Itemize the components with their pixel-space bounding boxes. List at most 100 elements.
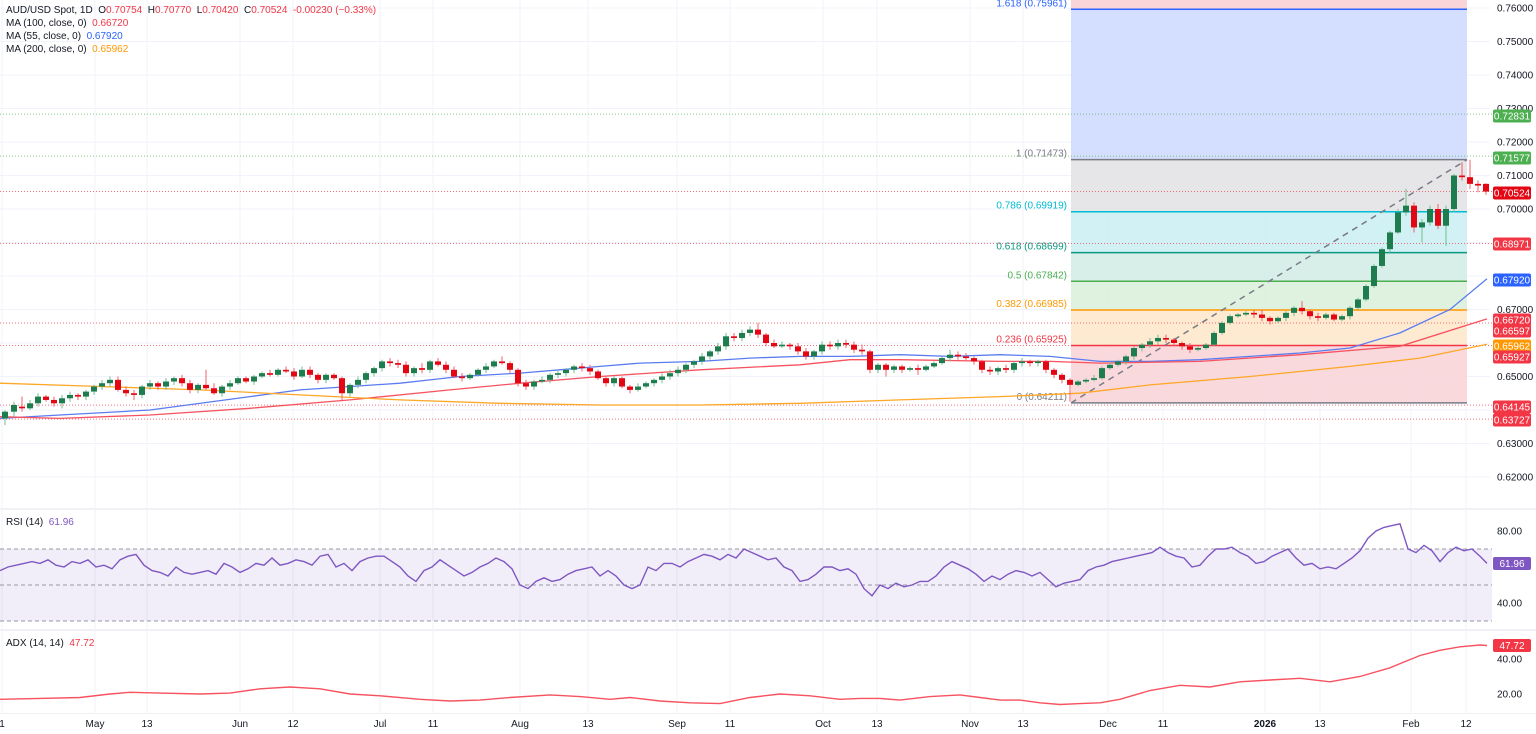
candle-body — [699, 356, 705, 362]
candle-body — [1395, 212, 1401, 233]
candle-body — [123, 389, 129, 394]
price-tag-label: 0.67920 — [1494, 276, 1531, 287]
candle-body — [1267, 317, 1273, 322]
price-tag — [1493, 109, 1531, 123]
candle-body — [459, 376, 465, 379]
price-tag-label: 0.64145 — [1494, 403, 1531, 414]
time-axis-label: 2026 — [1254, 719, 1277, 730]
fib-level-label: 0 (0.64211) — [1017, 392, 1067, 403]
price-axis-label: 0.65000 — [1497, 372, 1534, 383]
candle-body — [771, 343, 777, 347]
candle-body — [483, 366, 489, 370]
fib-level-label: 1.618 (0.75961) — [996, 0, 1067, 9]
adx-legend[interactable]: ADX (14, 14) 47.72 — [6, 638, 95, 649]
fib-level-label: 0.382 (0.66985) — [996, 299, 1067, 310]
candle-body — [347, 384, 353, 394]
candle-body — [675, 369, 681, 374]
candle-body — [75, 394, 81, 397]
price-axis-label: 0.76000 — [1497, 4, 1534, 15]
price-tag-label: 0.65927 — [1494, 353, 1531, 364]
ma200-legend[interactable]: MA (200, close, 0) 0.65962 — [6, 44, 129, 55]
rsi-line[interactable] — [0, 522, 1488, 597]
price-axis-label: 0.71000 — [1497, 171, 1534, 182]
candle-body — [635, 386, 641, 390]
candle-body — [1011, 363, 1017, 370]
candle-body — [67, 394, 73, 399]
candle-body — [835, 343, 841, 347]
candle-body — [219, 386, 225, 394]
adx-value-tag — [1493, 638, 1531, 652]
candle-body — [1259, 314, 1265, 318]
candle-body — [107, 379, 113, 384]
candle-body — [51, 399, 57, 404]
candle-body — [1291, 307, 1297, 313]
time-axis-label: 12 — [287, 719, 299, 730]
fib-zone — [1071, 252, 1467, 282]
candle-body — [891, 366, 897, 370]
candle-body — [467, 374, 473, 379]
rsi-legend[interactable]: RSI (14) 61.96 — [6, 517, 74, 528]
time-axis-label: Jun — [232, 719, 248, 730]
adx-value-tag-label: 47.72 — [1499, 641, 1524, 652]
candle-body — [627, 386, 633, 390]
candle-body — [43, 396, 49, 400]
price-tag — [1493, 339, 1531, 353]
candle-body — [755, 329, 761, 335]
candle-body — [691, 361, 697, 365]
candle-body — [307, 369, 313, 375]
candle-body — [859, 349, 865, 352]
high-value: 0.70770 — [155, 5, 192, 16]
moving-average-line[interactable] — [0, 318, 1488, 420]
candle-body — [811, 351, 817, 357]
candle-body — [563, 369, 569, 374]
candle-body — [1227, 316, 1233, 323]
candle-body — [795, 346, 801, 352]
candle-body — [899, 366, 905, 370]
rsi-value: 61.96 — [48, 517, 74, 528]
candle-body — [227, 383, 233, 387]
price-axis-label: 0.62000 — [1497, 473, 1534, 484]
price-axis-label: 0.72000 — [1497, 138, 1534, 149]
ma55-value: 0.67920 — [86, 31, 123, 42]
candle-body — [667, 373, 673, 377]
candle-body — [331, 374, 337, 379]
time-axis[interactable] — [0, 714, 1536, 734]
fib-level-label: 0.618 (0.68699) — [996, 242, 1067, 253]
candle-body — [1163, 337, 1169, 340]
candle-body — [435, 361, 441, 365]
candle-body — [387, 361, 393, 364]
candle-body — [1475, 183, 1481, 186]
symbol-title: AUD/USD Spot, 1D — [6, 5, 93, 16]
candle-body — [1211, 332, 1217, 345]
candle-body — [747, 329, 753, 333]
candle-body — [979, 361, 985, 370]
candle-body — [1459, 175, 1465, 178]
price-axis-label: 0.74000 — [1497, 71, 1534, 82]
candle-body — [1155, 337, 1161, 342]
candle-body — [267, 373, 273, 375]
ma100-legend[interactable]: MA (100, close, 0) 0.66720 — [6, 18, 129, 29]
candle-body — [1467, 177, 1473, 184]
candle-body — [539, 379, 545, 382]
time-axis-label: May — [86, 719, 105, 730]
time-axis-label: 11 — [1158, 719, 1169, 730]
candle-body — [275, 369, 281, 375]
candle-body — [1299, 307, 1305, 312]
time-axis-label: Sep — [668, 719, 686, 730]
candle-body — [1363, 286, 1369, 300]
candle-body — [1059, 374, 1065, 380]
candle-body — [723, 336, 729, 347]
adx-value: 47.72 — [69, 638, 95, 649]
candle-body — [1075, 381, 1081, 385]
candle-body — [283, 369, 289, 372]
ma55-legend[interactable]: MA (55, close, 0) 0.67920 — [6, 31, 123, 42]
moving-average-line[interactable] — [0, 343, 1488, 406]
adx-line[interactable] — [0, 644, 1488, 706]
price-tag — [1493, 273, 1531, 287]
candle-body — [1411, 205, 1417, 228]
fib-zone — [1071, 0, 1467, 10]
candle-body — [1451, 175, 1457, 209]
price-tag-label: 0.68971 — [1494, 240, 1531, 251]
candle-body — [147, 383, 153, 387]
